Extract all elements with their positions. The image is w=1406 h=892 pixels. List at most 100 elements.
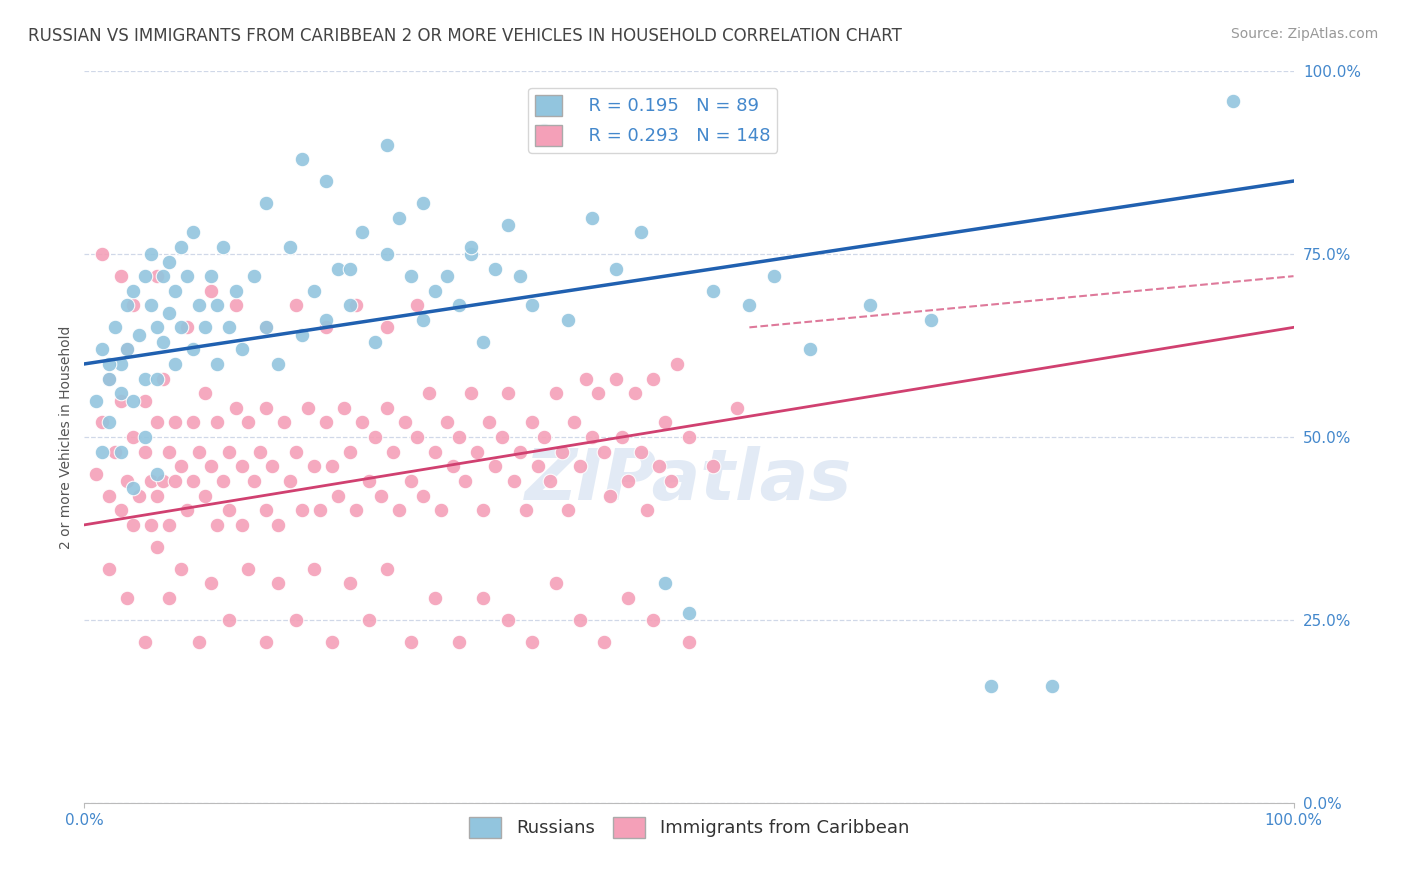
Point xyxy=(110,444,132,458)
Point xyxy=(128,489,150,503)
Point xyxy=(207,298,229,312)
Point xyxy=(339,444,361,458)
Point xyxy=(472,503,495,517)
Point xyxy=(291,327,314,342)
Point xyxy=(381,444,404,458)
Point xyxy=(702,284,724,298)
Point xyxy=(496,386,519,401)
Point xyxy=(399,635,422,649)
Point xyxy=(176,269,198,284)
Point xyxy=(449,298,471,312)
Point xyxy=(544,576,567,591)
Point xyxy=(134,430,156,444)
Point xyxy=(520,635,543,649)
Point xyxy=(115,591,138,605)
Point xyxy=(86,467,108,481)
Point xyxy=(181,225,204,239)
Point xyxy=(762,269,785,284)
Point xyxy=(612,430,634,444)
Point xyxy=(467,444,489,458)
Point xyxy=(520,416,543,430)
Point xyxy=(285,298,308,312)
Point xyxy=(654,416,676,430)
Point xyxy=(630,444,652,458)
Point xyxy=(328,489,350,503)
Point xyxy=(406,430,429,444)
Point xyxy=(128,327,150,342)
Point xyxy=(194,489,217,503)
Point xyxy=(581,430,603,444)
Point xyxy=(86,393,108,408)
Point xyxy=(225,284,247,298)
Point xyxy=(641,613,664,627)
Point xyxy=(460,386,482,401)
Point xyxy=(200,284,222,298)
Point xyxy=(207,357,229,371)
Point xyxy=(121,517,143,532)
Point xyxy=(110,357,132,371)
Point xyxy=(170,320,193,334)
Point xyxy=(146,371,169,385)
Point xyxy=(418,386,440,401)
Point xyxy=(859,298,882,312)
Point xyxy=(121,284,143,298)
Point xyxy=(121,430,143,444)
Point xyxy=(97,357,120,371)
Point xyxy=(544,386,567,401)
Point xyxy=(181,416,204,430)
Point xyxy=(509,269,531,284)
Point xyxy=(291,503,314,517)
Point xyxy=(321,459,343,474)
Point xyxy=(399,269,422,284)
Point xyxy=(104,444,127,458)
Point xyxy=(430,503,453,517)
Point xyxy=(980,679,1002,693)
Point xyxy=(520,298,543,312)
Point xyxy=(569,613,592,627)
Point xyxy=(315,174,337,188)
Point xyxy=(678,430,700,444)
Point xyxy=(412,196,434,211)
Legend: Russians, Immigrants from Caribbean: Russians, Immigrants from Caribbean xyxy=(461,810,917,845)
Text: Source: ZipAtlas.com: Source: ZipAtlas.com xyxy=(1230,27,1378,41)
Point xyxy=(254,401,277,415)
Point xyxy=(97,371,120,385)
Point xyxy=(134,371,156,385)
Point xyxy=(170,240,193,254)
Point xyxy=(370,489,392,503)
Point xyxy=(623,386,645,401)
Point xyxy=(267,517,290,532)
Point xyxy=(496,613,519,627)
Point xyxy=(375,562,398,576)
Point xyxy=(436,416,458,430)
Point xyxy=(509,444,531,458)
Point xyxy=(115,474,138,488)
Point xyxy=(357,613,380,627)
Point xyxy=(181,343,204,357)
Point xyxy=(97,489,120,503)
Point xyxy=(254,196,277,211)
Point xyxy=(285,444,308,458)
Point xyxy=(375,247,398,261)
Point xyxy=(242,269,264,284)
Point xyxy=(502,474,524,488)
Point xyxy=(157,591,180,605)
Point xyxy=(315,313,337,327)
Point xyxy=(139,474,162,488)
Point xyxy=(375,137,398,152)
Point xyxy=(725,401,748,415)
Point xyxy=(139,517,162,532)
Point xyxy=(346,298,368,312)
Point xyxy=(207,517,229,532)
Point xyxy=(641,371,664,385)
Point xyxy=(170,562,193,576)
Point xyxy=(302,459,325,474)
Point xyxy=(165,357,187,371)
Point xyxy=(134,393,156,408)
Point xyxy=(134,444,156,458)
Point xyxy=(139,247,162,261)
Point xyxy=(562,416,585,430)
Point xyxy=(231,343,253,357)
Point xyxy=(412,489,434,503)
Point xyxy=(218,503,240,517)
